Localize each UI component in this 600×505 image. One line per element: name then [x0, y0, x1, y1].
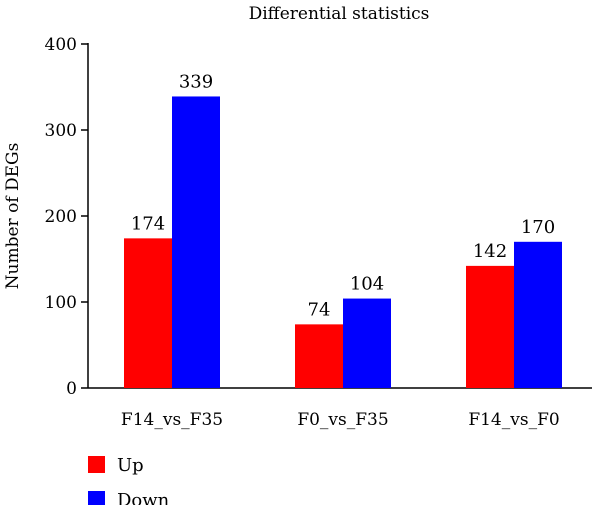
y-tick-label: 400 — [45, 35, 77, 55]
data-label: 74 — [308, 299, 331, 320]
x-tick-label: F14_vs_F35 — [121, 410, 223, 430]
x-tick-label: F14_vs_F0 — [468, 410, 559, 430]
bar-up — [295, 324, 343, 388]
bar-down — [514, 241, 562, 388]
legend-swatch-down — [88, 491, 105, 505]
data-label: 104 — [350, 274, 384, 295]
bar-down — [343, 298, 391, 388]
y-tick-label: 300 — [45, 121, 77, 141]
data-label: 174 — [131, 213, 165, 234]
y-tick-label: 100 — [45, 293, 77, 313]
x-tick-label: F0_vs_F35 — [297, 410, 388, 430]
y-tick-label: 200 — [45, 207, 77, 227]
y-axis-label: Number of DEGs — [3, 143, 23, 290]
legend-swatch-up — [88, 456, 105, 473]
data-label: 170 — [521, 217, 555, 238]
bar-up — [124, 238, 172, 388]
data-label: 339 — [179, 71, 213, 92]
chart-title: Differential statistics — [249, 4, 430, 24]
plot-area: 0 100 200 300 400 F14_vs_F35 174 339 F0_vs_F35 74… — [45, 35, 592, 430]
bar-down — [172, 96, 220, 389]
bar-up — [466, 265, 514, 388]
y-tick-label: 0 — [66, 379, 77, 399]
legend: Up Down — [88, 455, 170, 505]
legend-label-down: Down — [117, 490, 170, 505]
data-label: 142 — [473, 241, 507, 262]
legend-label-up: Up — [117, 455, 144, 476]
